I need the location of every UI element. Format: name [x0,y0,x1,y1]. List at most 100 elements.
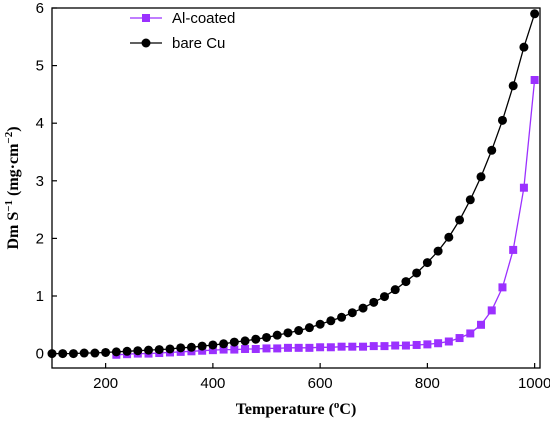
data-point-bare-cu [455,215,465,225]
data-point-al-coated [412,340,421,349]
data-point-bare-cu [133,346,143,356]
data-point-al-coated [219,345,228,354]
y-tick-label: 6 [36,0,44,17]
data-point-bare-cu [90,348,100,358]
y-tick-label: 4 [36,115,44,132]
legend-marker-al-coated [142,14,150,22]
y-axis-title-part-a: Dm S [5,212,22,250]
data-point-al-coated [273,344,282,353]
x-axis-title-end: C) [339,401,356,418]
data-point-al-coated [359,342,368,351]
data-point-bare-cu [476,172,486,182]
data-point-al-coated [251,344,260,353]
data-point-bare-cu [337,312,347,322]
data-point-bare-cu [251,334,261,344]
data-point-al-coated [498,283,507,292]
data-point-al-coated [230,345,239,354]
x-tick-label: 800 [415,375,440,392]
y-axis-title-sup2: −2 [3,131,15,143]
data-point-bare-cu [412,268,422,278]
data-point-bare-cu [530,9,540,19]
data-point-bare-cu [240,336,250,346]
legend-marker-bare-cu [141,38,151,48]
data-point-bare-cu [358,303,368,313]
data-point-bare-cu [122,346,132,356]
data-point-bare-cu [47,349,57,359]
data-point-al-coated [455,334,464,343]
data-point-al-coated [466,329,475,338]
data-point-al-coated [326,343,335,352]
y-axis-title-part-b: (mg·cm [5,143,22,200]
data-point-bare-cu [294,326,304,336]
y-tick-label: 5 [36,58,44,75]
data-point-al-coated [198,346,207,355]
x-tick-label: 600 [308,375,333,392]
data-point-al-coated [487,306,496,315]
data-point-al-coated [316,343,325,352]
data-point-bare-cu [379,292,389,302]
data-point-al-coated [434,339,443,348]
data-point-al-coated [391,341,400,350]
data-point-al-coated [283,343,292,352]
x-tick-label: 200 [93,375,118,392]
data-point-bare-cu [465,195,475,205]
data-point-bare-cu [326,316,336,326]
data-point-bare-cu [390,285,400,295]
data-point-bare-cu [508,81,518,91]
x-axis-title-sup: o [334,399,340,411]
legend-label-al-coated: Al-coated [172,10,235,27]
data-point-bare-cu [444,232,454,242]
y-tick-label: 3 [36,173,44,190]
data-point-bare-cu [369,297,379,307]
data-point-al-coated [305,343,314,352]
legend-label-bare-cu: bare Cu [172,35,225,52]
data-point-al-coated [241,344,250,353]
data-point-bare-cu [229,337,239,347]
data-point-bare-cu [422,258,432,268]
data-point-al-coated [208,346,217,355]
data-point-bare-cu [519,42,529,52]
data-point-bare-cu [315,319,325,329]
data-point-al-coated [477,320,486,329]
data-point-bare-cu [186,342,196,352]
data-point-al-coated [423,340,432,349]
data-point-bare-cu [497,115,507,125]
data-point-al-coated [380,342,389,351]
data-point-bare-cu [219,339,229,349]
data-point-al-coated [369,342,378,351]
series-line-bare-cu [52,13,536,355]
y-tick-label: 0 [36,346,44,363]
data-point-al-coated [509,245,518,254]
data-point-bare-cu [262,332,272,342]
data-point-al-coated [401,341,410,350]
data-point-al-coated [337,342,346,351]
data-point-bare-cu [101,347,111,357]
data-point-bare-cu [165,344,175,354]
data-point-bare-cu [487,145,497,155]
y-tick-label: 1 [36,288,44,305]
data-point-bare-cu [111,347,121,357]
data-point-bare-cu [58,349,68,359]
data-point-al-coated [262,344,271,353]
plot-area-frame [51,7,541,369]
legend: Al-coated bare Cu [130,10,235,52]
data-point-bare-cu [68,349,78,359]
data-point-bare-cu [401,277,411,287]
data-point-bare-cu [197,341,207,351]
data-point-al-coated [294,343,303,352]
data-point-bare-cu [144,345,154,355]
data-point-bare-cu [79,348,89,358]
data-point-al-coated [530,76,539,84]
data-point-al-coated [519,183,528,192]
data-point-bare-cu [208,340,218,350]
data-point-bare-cu [176,343,186,353]
y-axis-title-part-c: ) [5,126,22,131]
x-tick-label: 1000 [518,375,550,392]
y-tick-label: 2 [36,230,44,247]
data-point-bare-cu [272,330,282,340]
data-point-al-coated [348,342,357,351]
data-point-al-coated [444,337,453,346]
data-point-bare-cu [304,323,314,333]
x-axis-title: Temperature (oC) [236,399,357,418]
x-tick-label: 400 [200,375,225,392]
